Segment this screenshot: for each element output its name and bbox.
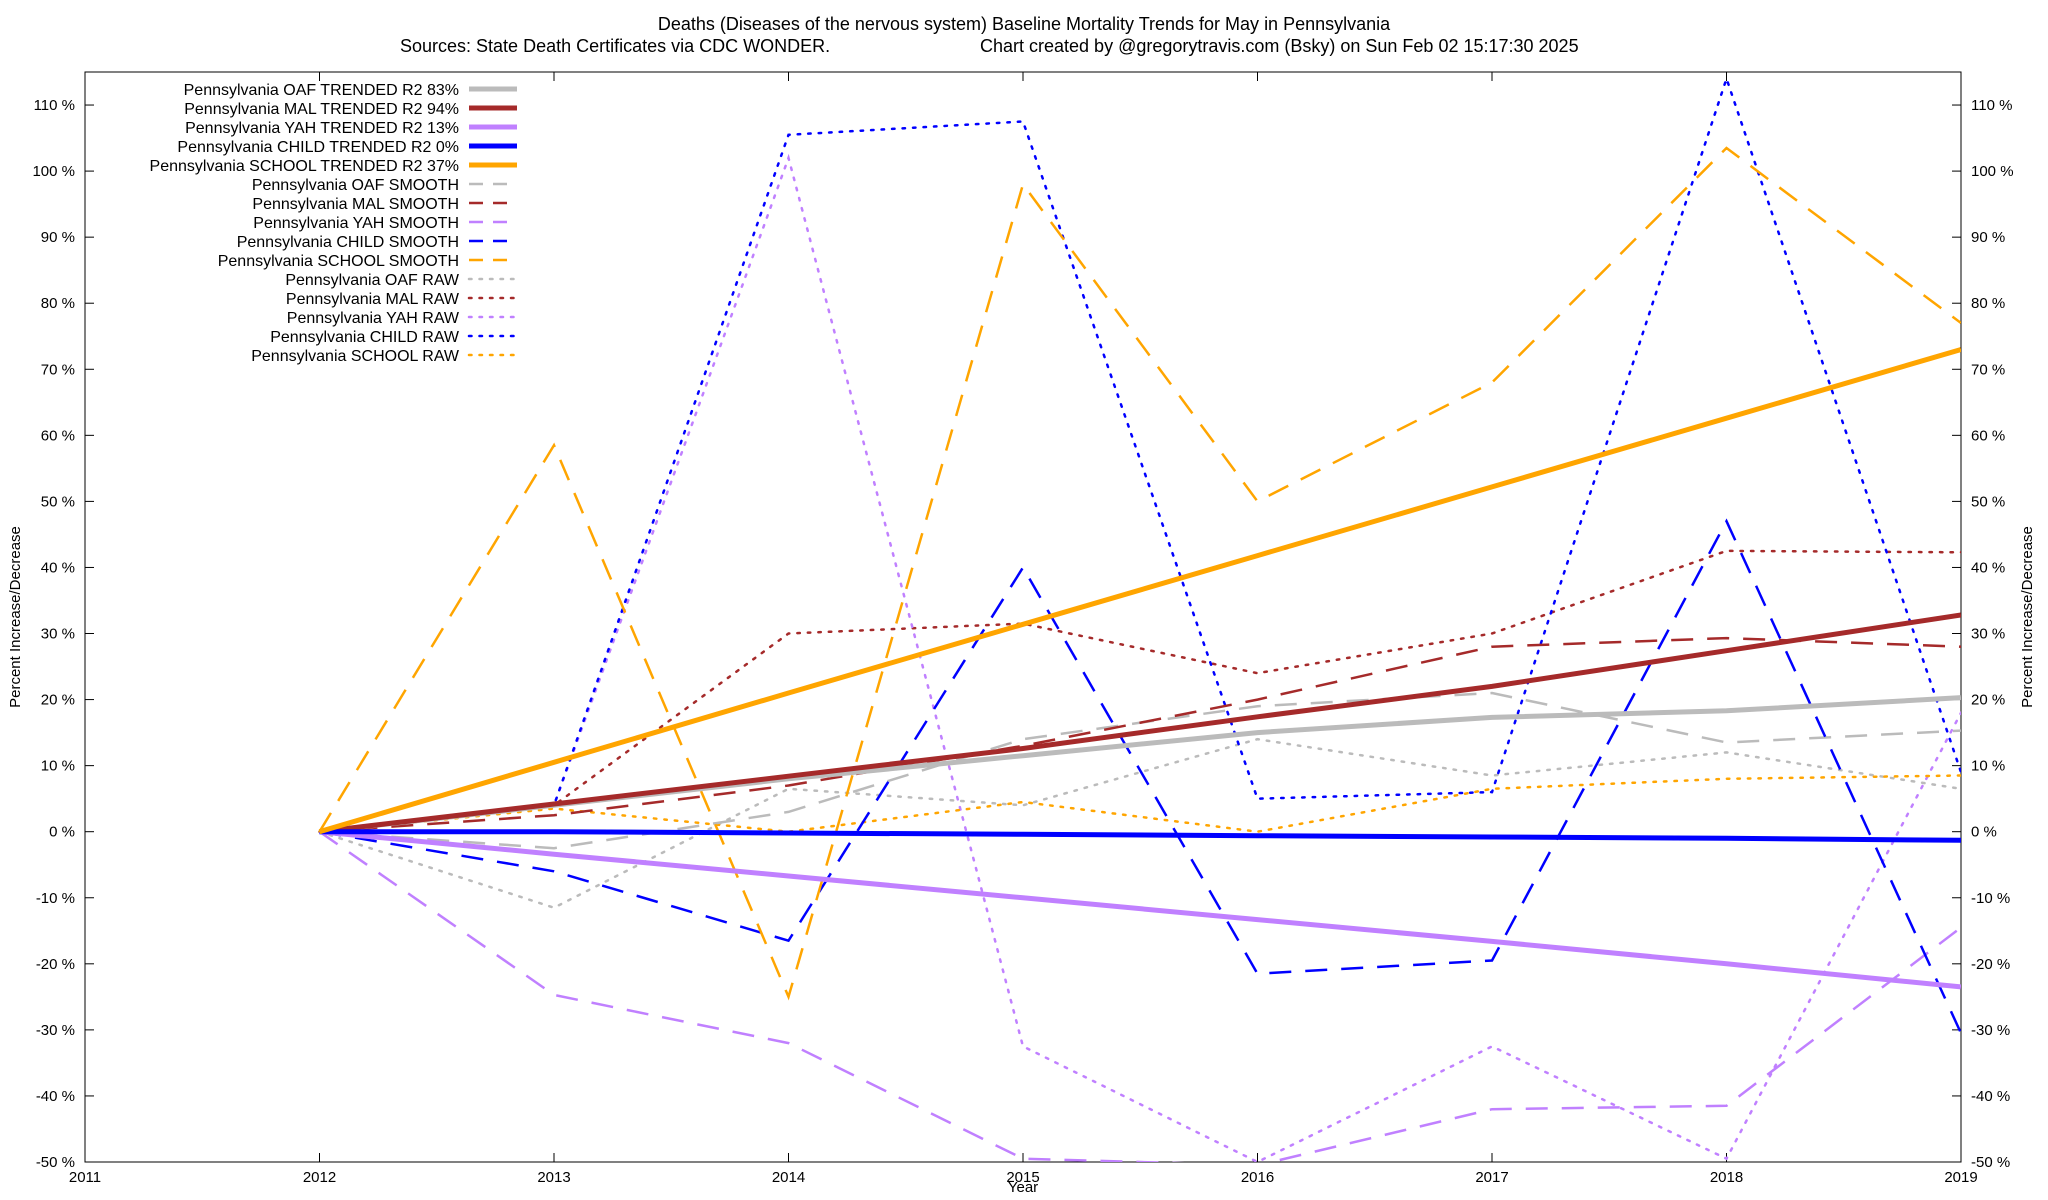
- y-tick-label-left: -30 %: [36, 1022, 75, 1039]
- series-line-pennsylvania-oaf-raw: [318, 737, 1961, 910]
- y-tick-label-right: 100 %: [1971, 163, 2014, 180]
- legend-entry-label: Pennsylvania YAH TRENDED R2 13%: [185, 120, 459, 137]
- series-line-pennsylvania-mal-trended-r2-94: [319, 612, 1961, 835]
- y-tick-label-right: -20 %: [1971, 956, 2010, 973]
- y-tick-label-right: -30 %: [1971, 1022, 2010, 1039]
- y-tick-label-right: 90 %: [1971, 229, 2005, 246]
- y-tick-label-left: -40 %: [36, 1088, 75, 1105]
- legend-entry-label: Pennsylvania YAH SMOOTH: [253, 215, 459, 232]
- x-tick-label: 2013: [537, 1169, 570, 1186]
- y-tick-label-left: 110 %: [34, 97, 75, 114]
- series-layer: [318, 74, 1961, 1162]
- y-tick-label-right: 30 %: [1971, 626, 2005, 643]
- series-line-pennsylvania-yah-trended-r2-13: [319, 829, 1961, 990]
- x-tick-label: 2014: [772, 1169, 805, 1186]
- x-axis-label: Year: [1008, 1179, 1038, 1196]
- chart-title: Deaths (Diseases of the nervous system) …: [658, 14, 1391, 34]
- y-tick-label-right: 80 %: [1971, 295, 2005, 312]
- y-tick-label-right: 40 %: [1971, 559, 2005, 576]
- y-axis-label-left: Percent Increase/Decrease: [7, 526, 24, 708]
- series-line-pennsylvania-school-smooth: [318, 146, 1961, 1001]
- y-tick-label-left: 60 %: [41, 427, 75, 444]
- legend-entry-label: Pennsylvania MAL RAW: [286, 291, 460, 308]
- x-tick-label: 2011: [69, 1169, 101, 1186]
- y-tick-label-right: -50 %: [1971, 1154, 2010, 1171]
- legend-entry-label: Pennsylvania OAF RAW: [285, 272, 460, 289]
- y-tick-label-right: -10 %: [1971, 890, 2010, 907]
- y-tick-label-right: 60 %: [1971, 427, 2005, 444]
- y-tick-label-left: 80 %: [41, 295, 75, 312]
- series-line-pennsylvania-child-trended-r2-0: [319, 829, 1961, 843]
- y-tick-label-right: 110 %: [1971, 97, 2012, 114]
- y-tick-label-right: 10 %: [1971, 758, 2005, 775]
- legend-entry-label: Pennsylvania YAH RAW: [287, 310, 460, 327]
- series-line-pennsylvania-child-smooth: [319, 518, 1961, 1034]
- y-tick-label-left: 30 %: [41, 626, 75, 643]
- y-tick-label-left: 10 %: [41, 758, 75, 775]
- legend-entry-label: Pennsylvania CHILD SMOOTH: [237, 234, 459, 251]
- x-tick-label: 2012: [303, 1169, 336, 1186]
- legend: Pennsylvania OAF TRENDED R2 83% Pennsylva…: [150, 82, 519, 365]
- y-tick-label-left: 100 %: [32, 163, 75, 180]
- series-line-pennsylvania-school-trended-r2-37: [318, 347, 1961, 835]
- y-tick-label-left: 0 %: [49, 824, 75, 841]
- legend-entry-label: Pennsylvania SCHOOL TRENDED R2 37%: [150, 158, 459, 175]
- series-line-pennsylvania-school-raw: [318, 774, 1961, 833]
- y-tick-label-right: 0 %: [1971, 824, 1997, 841]
- y-tick-label-left: -50 %: [36, 1154, 75, 1171]
- chart-subtitle-right: Chart created by @gregorytravis.com (Bsk…: [980, 36, 1579, 56]
- series-line-pennsylvania-child-raw: [318, 74, 1961, 833]
- y-tick-label-left: 20 %: [41, 692, 75, 709]
- y-axis-ticks: 110 % 110 % 100 % 100 % 90 % 90 % 80 % 80 % 70 %…: [32, 97, 2013, 1171]
- x-tick-label: 2017: [1475, 1169, 1508, 1186]
- legend-entry-label: Pennsylvania CHILD TRENDED R2 0%: [177, 139, 459, 156]
- y-tick-label-left: 40 %: [41, 559, 75, 576]
- legend-entry-label: Pennsylvania CHILD RAW: [270, 329, 460, 346]
- series-line-pennsylvania-oaf-trended-r2-83: [319, 695, 1961, 835]
- y-tick-label-left: 70 %: [41, 361, 75, 378]
- x-tick-label: 2018: [1710, 1169, 1743, 1186]
- x-tick-label: 2019: [1944, 1169, 1977, 1186]
- x-axis-ticks: 2011 2012 2013 2014 2015 2016 2017 2018 2019: [69, 72, 1978, 1186]
- y-tick-label-left: 50 %: [41, 493, 75, 510]
- y-tick-label-right: 20 %: [1971, 692, 2005, 709]
- series-line-pennsylvania-yah-raw: [318, 153, 1961, 1162]
- legend-entry-label: Pennsylvania SCHOOL SMOOTH: [218, 253, 459, 270]
- y-tick-label-left: 90 %: [41, 229, 75, 246]
- y-tick-label-right: 70 %: [1971, 361, 2005, 378]
- y-tick-label-right: 50 %: [1971, 493, 2005, 510]
- legend-entry-label: Pennsylvania MAL TRENDED R2 94%: [184, 101, 459, 118]
- legend-entry-label: Pennsylvania OAF SMOOTH: [252, 177, 459, 194]
- y-tick-label-right: -40 %: [1971, 1088, 2010, 1105]
- y-tick-label-left: -10 %: [36, 890, 75, 907]
- series-line-pennsylvania-mal-smooth: [319, 636, 1961, 833]
- series-line-pennsylvania-mal-raw: [318, 549, 1961, 833]
- y-axis-label-right: Percent Increase/Decrease: [2019, 526, 2036, 708]
- x-tick-label: 2015: [1006, 1169, 1039, 1186]
- chart-subtitle-left: Sources: State Death Certificates via CD…: [400, 36, 830, 56]
- legend-entry-label: Pennsylvania OAF TRENDED R2 83%: [184, 82, 459, 99]
- x-tick-label: 2016: [1241, 1169, 1274, 1186]
- legend-entry-label: Pennsylvania SCHOOL RAW: [251, 348, 460, 365]
- series-line-pennsylvania-yah-smooth: [318, 830, 1961, 1162]
- y-tick-label-left: -20 %: [36, 956, 75, 973]
- legend-entry-label: Pennsylvania MAL SMOOTH: [252, 196, 459, 213]
